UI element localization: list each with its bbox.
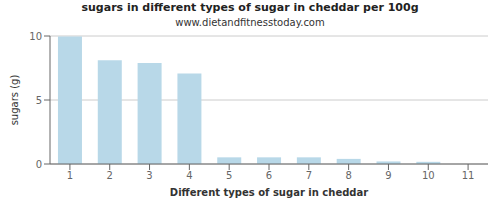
svg-text:1: 1 <box>67 170 73 181</box>
svg-text:9: 9 <box>385 170 391 181</box>
html-text:sugars in different types of s: sugars in different types of sugar in ch… <box>81 1 419 14</box>
svg-text:11: 11 <box>462 170 475 181</box>
svg-text:10: 10 <box>29 31 42 42</box>
svg-text:4: 4 <box>186 170 192 181</box>
svg-text:2: 2 <box>107 170 113 181</box>
svg-text:5: 5 <box>226 170 232 181</box>
svg-text:5: 5 <box>36 95 42 106</box>
svg-text:6: 6 <box>266 170 272 181</box>
svg-text:7: 7 <box>306 170 312 181</box>
svg-text:3: 3 <box>146 170 152 181</box>
svg-text:Different types of sugar in ch: Different types of sugar in cheddar <box>170 187 368 198</box>
svg-text:sugars (g): sugars (g) <box>9 75 20 126</box>
svg-text:8: 8 <box>345 170 351 181</box>
svg-text:10: 10 <box>422 170 435 181</box>
svg-text:0: 0 <box>36 159 42 170</box>
html-text:www.dietandfitnesstoday.com: www.dietandfitnesstoday.com <box>175 17 325 28</box>
